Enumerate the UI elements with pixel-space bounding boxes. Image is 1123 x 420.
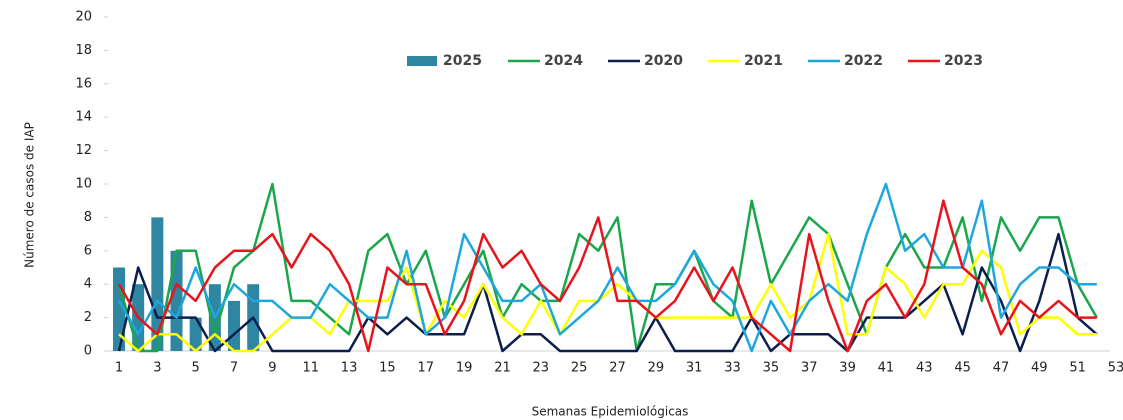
line — [117, 182, 1097, 353]
y-tick-label: 8 — [84, 210, 92, 225]
legend-label: 2023 — [944, 53, 983, 69]
x-tick-label: 29 — [648, 361, 665, 376]
x-tick-label: 5 — [192, 361, 200, 376]
x-tick-label: 17 — [417, 361, 434, 376]
x-tick-label: 35 — [763, 361, 780, 376]
legend-label: 2020 — [644, 53, 683, 69]
legend-swatch — [407, 56, 437, 66]
x-tick-label: 27 — [609, 361, 626, 376]
x-tick-label: 11 — [302, 361, 319, 376]
y-tick-label: 14 — [75, 110, 92, 125]
y-tick-label: 12 — [75, 143, 92, 158]
line — [117, 182, 1098, 353]
x-tick-label: 37 — [801, 361, 818, 376]
y-tick-label: 6 — [84, 243, 92, 258]
x-tick-label: 33 — [724, 361, 741, 376]
line — [118, 232, 1097, 353]
legend-label: 2022 — [844, 53, 883, 69]
y-tick-label: 2 — [84, 310, 92, 325]
x-axis-label: Semanas Epidemiológicas — [532, 405, 689, 419]
x-tick-label: 3 — [153, 361, 161, 376]
line — [117, 199, 1097, 353]
x-tick-label: 51 — [1069, 361, 1086, 376]
x-tick-label: 39 — [839, 361, 856, 376]
x-tick-label: 41 — [878, 361, 895, 376]
x-tick-label: 7 — [230, 361, 238, 376]
y-tick-label: 10 — [75, 177, 92, 192]
x-tick-label: 31 — [686, 361, 703, 376]
x-tick-label: 53 — [1108, 361, 1123, 376]
x-tick-label: 25 — [571, 361, 588, 376]
x-tick-label: 1 — [115, 361, 123, 376]
bar — [228, 300, 241, 351]
legend-label: 2024 — [544, 53, 583, 69]
x-tick-label: 49 — [1031, 361, 1048, 376]
line — [117, 232, 1098, 353]
x-tick-label: 21 — [494, 361, 511, 376]
legend-label: 2025 — [443, 53, 482, 69]
y-tick-label: 4 — [84, 277, 92, 292]
bar — [189, 317, 202, 351]
y-tick-label: 16 — [75, 76, 92, 91]
y-tick-label: 18 — [75, 43, 92, 58]
y-tick-label: 20 — [75, 10, 92, 25]
y-axis-label: Número de casos de IAP — [23, 122, 37, 268]
bar — [170, 250, 183, 351]
x-tick-label: 45 — [954, 361, 971, 376]
legend-label: 2021 — [744, 53, 783, 69]
x-tick-label: 15 — [379, 361, 396, 376]
x-tick-label: 9 — [268, 361, 276, 376]
x-tick-label: 19 — [456, 361, 473, 376]
x-tick-label: 23 — [533, 361, 550, 376]
x-tick-label: 47 — [993, 361, 1010, 376]
y-tick-label: 0 — [84, 344, 92, 359]
x-tick-label: 43 — [916, 361, 933, 376]
x-tick-label: 13 — [341, 361, 358, 376]
